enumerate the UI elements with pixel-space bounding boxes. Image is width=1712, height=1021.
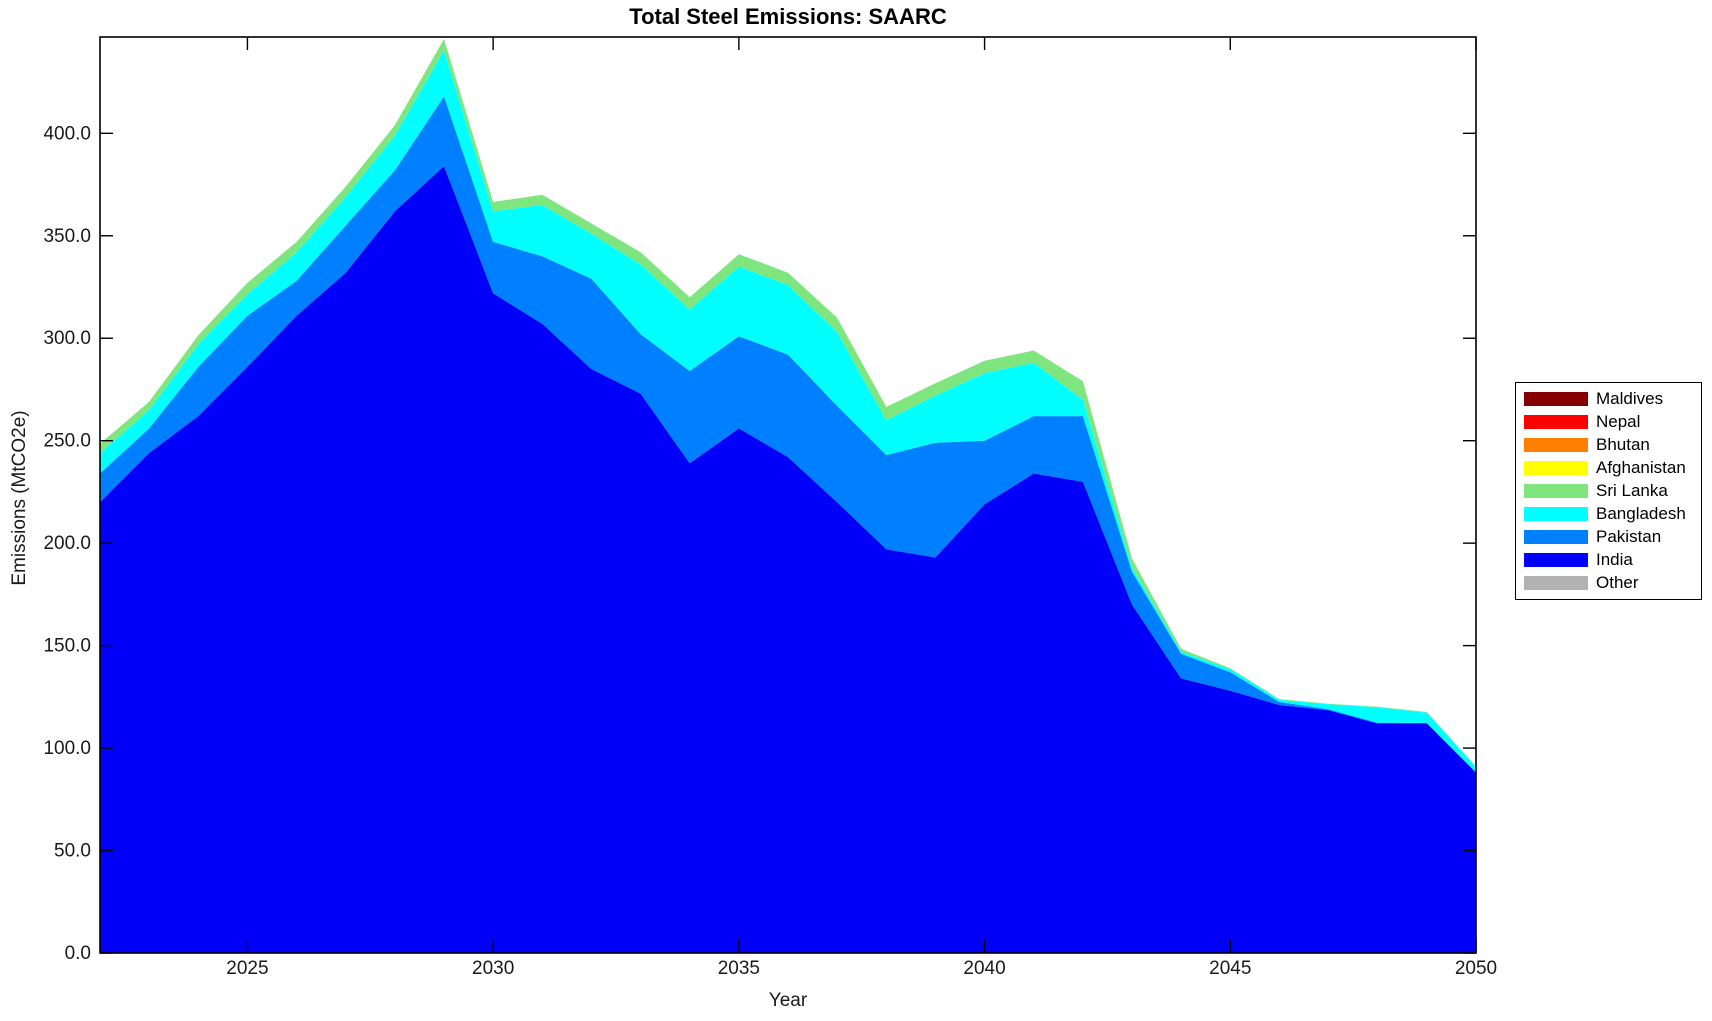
legend-swatch-sri-lanka [1524,483,1588,498]
legend-label: Maldives [1596,388,1664,408]
area-india [100,166,1476,954]
x-tick-label: 2050 [1455,958,1497,979]
legend-item-nepal: Nepal [1516,411,1701,433]
legend-item-india: India [1516,549,1701,571]
y-tick-label: 150.0 [43,636,91,657]
legend-item-bhutan: Bhutan [1516,434,1701,456]
area-pakistan [100,96,1476,773]
chart-title: Total Steel Emissions: SAARC [629,4,947,29]
legend-item-bangladesh: Bangladesh [1516,503,1701,525]
y-tick-label: 200.0 [43,533,91,554]
legend-label: India [1596,550,1633,570]
legend-label: Sri Lanka [1596,480,1668,500]
x-tick-label: 2045 [1209,958,1251,979]
y-tick-label: 0.0 [65,943,91,964]
y-tick-label: 50.0 [54,841,91,862]
y-tick-label: 350.0 [43,226,91,247]
legend: Maldives Nepal Bhutan Afghanistan Sri Lanka B… [1515,382,1702,600]
legend-swatch-nepal [1524,414,1588,429]
x-tick-label: 2035 [718,958,760,979]
x-tick-label: 2025 [226,958,268,979]
y-tick-label: 400.0 [43,123,91,144]
legend-label: Other [1596,573,1639,593]
legend-item-maldives: Maldives [1516,388,1701,410]
legend-swatch-pakistan [1524,530,1588,545]
legend-item-pakistan: Pakistan [1516,526,1701,548]
legend-swatch-bhutan [1524,437,1588,452]
legend-swatch-afghanistan [1524,460,1588,475]
legend-label: Nepal [1596,411,1641,431]
plot-border [99,36,1477,954]
x-axis-label: Year [768,990,808,1011]
legend-label: Pakistan [1596,527,1662,547]
y-tick-label: 300.0 [43,328,91,349]
legend-label: Afghanistan [1596,457,1686,477]
y-tick-label: 250.0 [43,431,91,452]
legend-label: Bangladesh [1596,504,1686,524]
legend-item-afghanistan: Afghanistan [1516,457,1701,479]
y-tick-label: 100.0 [43,738,91,759]
legend-swatch-bangladesh [1524,507,1588,522]
legend-swatch-maldives [1524,391,1588,406]
legend-swatch-other [1524,576,1588,591]
legend-swatch-india [1524,553,1588,568]
legend-item-other: Other [1516,572,1701,594]
x-tick-label: 2030 [472,958,514,979]
x-tick-label: 2040 [963,958,1005,979]
legend-item-sri-lanka: Sri Lanka [1516,480,1701,502]
y-axis-label: Emissions (MtCO2e) [9,410,30,586]
legend-label: Bhutan [1596,434,1650,454]
